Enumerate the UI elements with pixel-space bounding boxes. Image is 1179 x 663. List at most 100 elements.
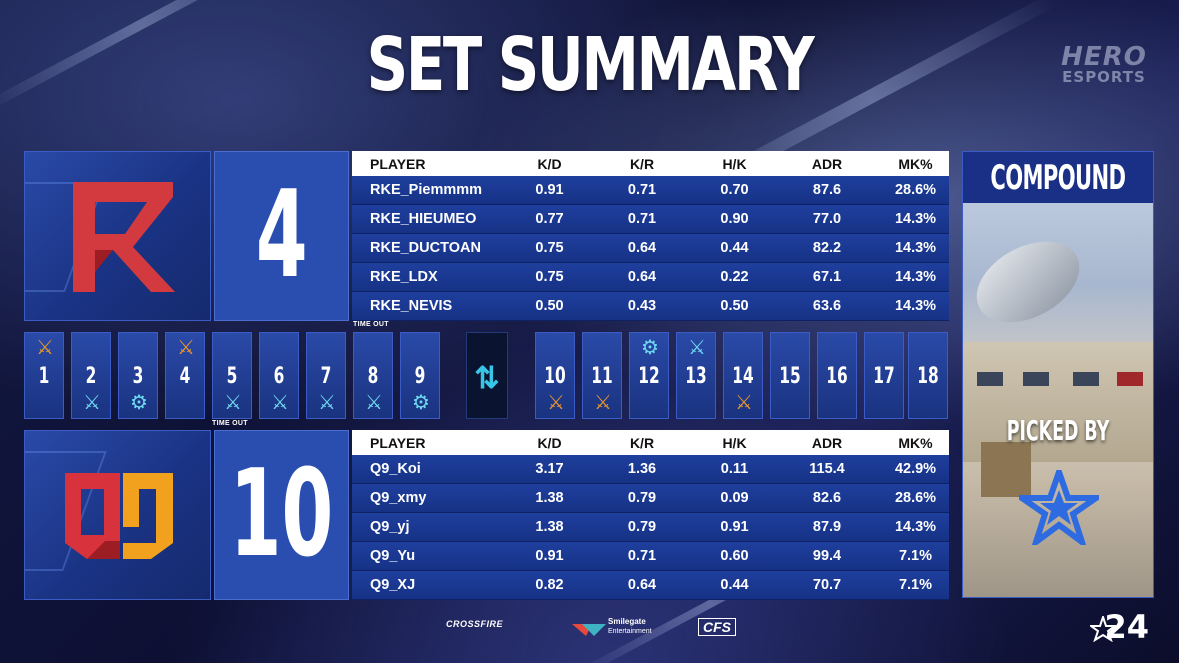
round-number: 16 (826, 364, 848, 389)
stat-mk: 14.3% (894, 240, 937, 256)
round-3: 3 ⚙ (118, 332, 158, 419)
player-name: RKE_HIEUMEO (370, 211, 477, 227)
stat-hk: 0.09 (720, 490, 749, 506)
round-6: 6 ⚔ (259, 332, 299, 419)
player-name: RKE_DUCTOAN (370, 240, 481, 256)
player-name: RKE_LDX (370, 269, 438, 285)
crossed-guns-icon: ⚔ (83, 392, 101, 414)
table-row: Q9_yj 1.38 0.79 0.91 87.9 14.3% (352, 513, 949, 542)
stat-adr: 63.6 (812, 298, 842, 314)
crossed-guns-icon: ⚔ (36, 337, 54, 359)
crossed-guns-icon: ⚔ (224, 392, 242, 414)
cfs-logo: CFS (698, 618, 736, 636)
player-name: Q9_xmy (370, 490, 427, 506)
stat-hk: 0.44 (720, 240, 749, 256)
player-name: Q9_yj (370, 519, 410, 535)
round-1: ⚔ 1 (24, 332, 64, 419)
crossfire-logo: CROSSFIRE (446, 619, 503, 629)
round-number: 9 (414, 364, 426, 389)
column-header: K/R (629, 434, 655, 451)
map-title-bar: COMPOUND (963, 152, 1153, 203)
gear-defuse-icon: ⚙ (130, 392, 148, 414)
crossed-guns-icon: ⚔ (318, 392, 336, 414)
column-header: H/K (722, 155, 747, 172)
crossed-guns-icon: ⚔ (688, 337, 706, 359)
stat-kr: 0.64 (627, 240, 657, 256)
stat-kd: 1.38 (535, 490, 564, 506)
round-number: 6 (273, 364, 285, 389)
round-7: 7 ⚔ (306, 332, 346, 419)
stat-hk: 0.11 (720, 461, 749, 477)
column-header: K/D (537, 434, 562, 451)
column-header: ADR (811, 434, 843, 451)
player-name: Q9_XJ (370, 577, 416, 593)
round-9: 9 ⚙ (400, 332, 440, 419)
smilegate-subtext: Entertainment (608, 628, 652, 635)
map-name: COMPOUND (990, 157, 1126, 198)
stat-kr: 0.43 (627, 298, 657, 314)
round-16: 16 (817, 332, 857, 419)
stat-hk: 0.22 (720, 269, 749, 285)
gear-defuse-icon: ⚙ (641, 337, 659, 359)
table-row: RKE_LDX 0.75 0.64 0.22 67.1 14.3% (352, 263, 949, 292)
table-row: RKE_Piemmmm 0.91 0.71 0.70 87.6 28.6% (352, 176, 949, 205)
stat-mk: 7.1% (898, 548, 933, 564)
brand-line2: ESPORTS (1062, 68, 1146, 86)
map-panel: COMPOUND PICKED BY (962, 151, 1154, 598)
team-a-stats-table: PLAYER K/D K/R H/K ADR MK% RKE_Piemmmm 0… (352, 151, 949, 321)
column-header: K/D (537, 155, 562, 172)
table-header: PLAYER K/D K/R H/K ADR MK% (352, 151, 949, 176)
round-13: ⚔ 13 (676, 332, 716, 419)
timeout-label: TIME OUT (353, 321, 389, 328)
player-name: Q9_Yu (370, 548, 416, 564)
stat-hk: 0.44 (720, 577, 749, 593)
column-header: PLAYER (370, 155, 426, 172)
stat-kd: 3.17 (535, 461, 564, 477)
gear-defuse-icon: ⚙ (412, 392, 430, 414)
stat-kr: 0.71 (627, 211, 657, 227)
brand-line1: HERO (1061, 42, 1147, 72)
round-number: 17 (873, 364, 895, 389)
stat-kd: 1.38 (535, 519, 564, 535)
crossfire-text: CROSSFIRE (446, 619, 504, 629)
side-swap-icon: ⇅ (466, 332, 508, 419)
smilegate-text: Smilegate (608, 617, 646, 626)
round-11: 11 ⚔ (582, 332, 622, 419)
round-number: 7 (320, 364, 332, 389)
column-header: MK% (898, 155, 933, 172)
picked-team-star-icon (1019, 470, 1099, 545)
stat-kd: 0.50 (535, 298, 564, 314)
stat-kr: 0.64 (627, 269, 657, 285)
round-15: 15 (770, 332, 810, 419)
stat-mk: 7.1% (898, 577, 933, 593)
round-8: 8 ⚔ (353, 332, 393, 419)
column-header: MK% (898, 434, 933, 451)
table-header: PLAYER K/D K/R H/K ADR MK% (352, 430, 949, 455)
stat-adr: 115.4 (809, 461, 845, 477)
round-18: 18 (908, 332, 948, 419)
stat-adr: 67.1 (812, 269, 842, 285)
picked-by-label: PICKED BY (1006, 414, 1110, 447)
round-history: TIME OUT TIME OUT ⚔ 1 2 ⚔ 3 ⚙ ⚔ 4 5 ⚔ 6 … (0, 320, 950, 428)
round-14: 14 ⚔ (723, 332, 763, 419)
brand-logo: HERO ESPORTS (1049, 44, 1159, 85)
team-b-score: 10 (214, 430, 349, 600)
round-number: 14 (732, 364, 754, 389)
round-number: 2 (85, 364, 97, 389)
cfs-text: CFS (703, 619, 731, 635)
stat-kr: 0.71 (627, 548, 657, 564)
player-name: RKE_Piemmmm (370, 182, 483, 198)
stat-adr: 87.9 (812, 519, 842, 535)
table-row: RKE_DUCTOAN 0.75 0.64 0.44 82.2 14.3% (352, 234, 949, 263)
team-b-logo-panel (24, 430, 211, 600)
stat-mk: 14.3% (894, 211, 937, 227)
stat-kd: 0.77 (535, 211, 564, 227)
stat-mk: 14.3% (894, 269, 937, 285)
round-number: 18 (917, 364, 939, 389)
crossed-guns-icon: ⚔ (365, 392, 383, 414)
stat-adr: 77.0 (812, 211, 842, 227)
stat-adr: 82.6 (812, 490, 842, 506)
smilegate-logo-icon (572, 624, 606, 636)
round-number: 1 (38, 364, 50, 389)
stat-mk: 28.6% (894, 182, 937, 198)
